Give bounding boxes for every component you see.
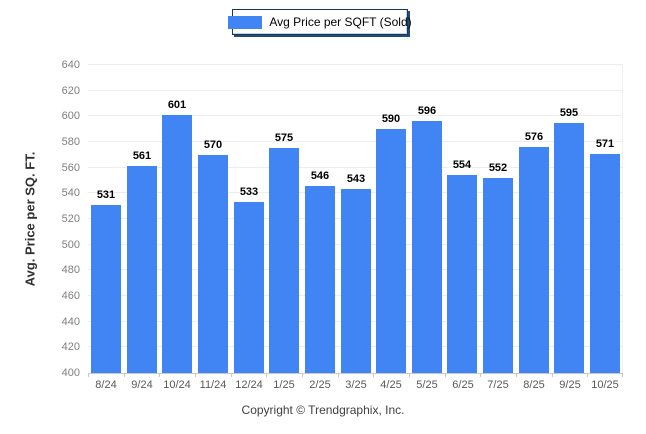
legend-label: Avg Price per SQFT (Sold) (269, 15, 412, 29)
bar-value-label: 590 (381, 113, 401, 125)
x-tick-label: 10/24 (163, 379, 191, 391)
y-tick-label: 600 (61, 110, 80, 123)
gridline (88, 115, 623, 117)
bar-value-label: 533 (239, 186, 259, 198)
bar-11/24 (198, 155, 228, 373)
copyright-text: Copyright © Trendgraphix, Inc. (241, 403, 405, 417)
bar-5/25 (412, 121, 442, 373)
x-axis-tick-mark (266, 373, 267, 377)
x-axis-tick-mark (622, 373, 623, 377)
bar-10/25 (590, 154, 620, 373)
bar-8/24 (91, 205, 121, 373)
x-tick-label: 4/25 (380, 379, 402, 391)
x-axis-tick-mark (373, 373, 374, 377)
bar-value-label: 546 (310, 170, 330, 182)
x-axis-tick-mark (480, 373, 481, 377)
y-axis-title: Avg. Price per SQ. FT. (22, 151, 38, 287)
bar-3/25 (341, 189, 371, 373)
y-tick-label: 620 (61, 84, 80, 97)
x-axis-tick-mark (302, 373, 303, 377)
bar-value-label: 531 (96, 189, 116, 201)
bar-value-label: 596 (417, 105, 437, 117)
bar-value-label: 543 (346, 173, 366, 185)
bar-value-label: 595 (559, 107, 579, 119)
bar-10/24 (162, 115, 192, 373)
x-tick-label: 11/24 (199, 379, 227, 391)
y-tick-label: 480 (61, 264, 80, 277)
x-axis-tick-mark (231, 373, 232, 377)
x-tick-label: 12/24 (235, 379, 263, 391)
y-tick-label: 580 (61, 136, 80, 148)
x-axis-tick-mark (88, 373, 89, 377)
y-tick-label: 420 (61, 341, 80, 354)
x-axis-tick-mark (195, 373, 196, 377)
bar-value-label: 554 (452, 159, 472, 171)
y-tick-label: 540 (61, 187, 80, 200)
bar-6/25 (447, 175, 477, 373)
bar-value-label: 570 (203, 139, 223, 151)
x-tick-label: 8/24 (95, 379, 117, 391)
bar-4/25 (376, 129, 406, 373)
bar-9/25 (554, 123, 584, 373)
bar-1/25 (269, 148, 299, 373)
x-tick-label: 8/25 (523, 379, 545, 391)
bar-value-label: 575 (274, 132, 294, 144)
x-axis-tick-mark (124, 373, 125, 377)
x-tick-label: 5/25 (416, 379, 438, 391)
bar-value-label: 561 (132, 150, 152, 162)
gridline (88, 89, 623, 91)
x-axis-line (88, 373, 623, 374)
bar-2/25 (305, 186, 335, 373)
y-tick-label: 640 (61, 59, 80, 71)
x-axis-tick-mark (338, 373, 339, 377)
x-axis-tick-mark (552, 373, 553, 377)
x-tick-label: 10/25 (591, 379, 619, 391)
bar-8/25 (519, 147, 549, 373)
gridline (88, 64, 623, 65)
bar-value-label: 552 (488, 162, 508, 174)
legend-swatch-icon (228, 15, 263, 29)
gridline (88, 141, 623, 142)
bar-7/25 (483, 178, 513, 373)
gridline (88, 166, 623, 168)
y-tick-label: 460 (61, 290, 80, 302)
bar-value-label: 576 (524, 131, 544, 143)
bar-12/24 (234, 202, 264, 373)
y-tick-label: 560 (61, 161, 80, 174)
x-axis-tick-mark (445, 373, 446, 377)
y-tick-label: 520 (61, 213, 80, 225)
x-axis-tick-mark (159, 373, 160, 377)
chart-legend: Avg Price per SQFT (Sold) (228, 9, 412, 35)
bar-9/24 (127, 166, 157, 373)
bar-value-label: 571 (595, 138, 615, 150)
x-tick-label: 1/25 (273, 379, 295, 391)
x-axis-tick-mark (516, 373, 517, 377)
x-tick-label: 2/25 (309, 379, 331, 391)
y-tick-label: 440 (61, 315, 80, 328)
x-tick-label: 6/25 (452, 379, 474, 391)
x-tick-label: 7/25 (487, 379, 509, 391)
x-axis-tick-mark (587, 373, 588, 377)
y-tick-label: 400 (61, 367, 80, 379)
x-tick-label: 9/25 (559, 379, 581, 391)
y-tick-label: 500 (61, 238, 80, 251)
x-axis-tick-mark (409, 373, 410, 377)
bar-chart-plot-area: 400 420 440 460 480 500 520 540 560 580 600 620 640 5… (62, 59, 623, 391)
plot-right-border (622, 65, 623, 373)
x-tick-label: 9/24 (131, 379, 153, 391)
x-tick-label: 3/25 (345, 379, 367, 391)
bar-value-label: 601 (167, 99, 187, 111)
